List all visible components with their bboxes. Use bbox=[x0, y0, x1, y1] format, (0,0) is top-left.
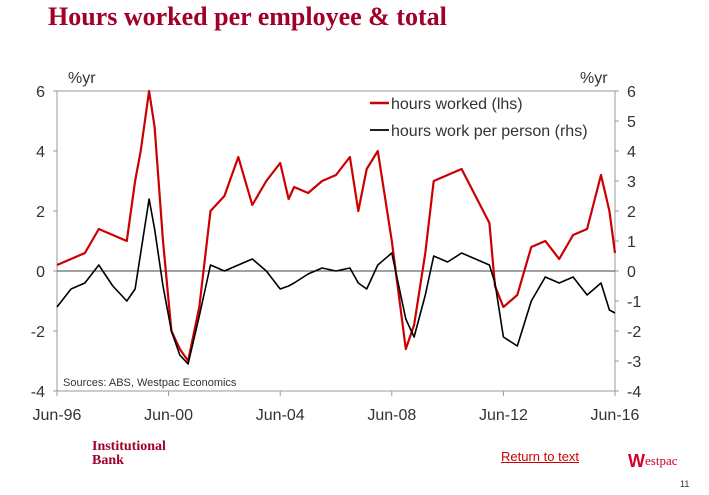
right-axis-unit: %yr bbox=[580, 70, 608, 87]
x-tick-label: Jun-16 bbox=[591, 407, 640, 424]
right-tick-label: 6 bbox=[627, 84, 636, 101]
right-tick-label: -2 bbox=[627, 324, 641, 341]
hours-per-person-line bbox=[56, 198, 616, 365]
left-tick-label: -4 bbox=[31, 384, 45, 401]
x-tick-label: Jun-00 bbox=[144, 407, 193, 424]
x-tick-label: Jun-08 bbox=[367, 407, 416, 424]
brand-line-2: Bank bbox=[92, 453, 124, 468]
source-note: Sources: ABS, Westpac Economics bbox=[63, 377, 237, 389]
right-tick-label: -3 bbox=[627, 354, 641, 371]
hours-worked-line bbox=[56, 89, 617, 363]
westpac-logo-text: estpac bbox=[645, 453, 678, 468]
return-to-text-link[interactable]: Return to text bbox=[501, 449, 580, 464]
x-tick-label: Jun-12 bbox=[479, 407, 528, 424]
westpac-logo: W estpac bbox=[628, 452, 677, 470]
legend-label: hours work per person (rhs) bbox=[391, 123, 588, 140]
left-tick-label: 4 bbox=[36, 144, 45, 161]
right-tick-label: 4 bbox=[627, 144, 636, 161]
series-lines bbox=[56, 89, 617, 365]
slide-title: Hours worked per employee & total bbox=[48, 2, 447, 31]
institutional-bank-brand: Institutional Bank bbox=[92, 440, 166, 468]
right-tick-label: 3 bbox=[627, 174, 636, 191]
legend-label: hours worked (lhs) bbox=[391, 96, 523, 113]
x-tick-label: Jun-96 bbox=[33, 407, 82, 424]
right-tick-label: 2 bbox=[627, 204, 636, 221]
right-tick-label: 1 bbox=[627, 234, 636, 251]
right-tick-label: 5 bbox=[627, 114, 636, 131]
page-number: 11 bbox=[680, 479, 690, 489]
left-tick-label: 0 bbox=[36, 264, 45, 281]
left-axis-unit: %yr bbox=[68, 70, 96, 87]
x-tick-label: Jun-04 bbox=[256, 407, 305, 424]
left-tick-label: -2 bbox=[31, 324, 45, 341]
right-tick-label: 0 bbox=[627, 264, 636, 281]
left-tick-label: 6 bbox=[36, 84, 45, 101]
right-tick-label: -4 bbox=[627, 384, 641, 401]
axes: -4 -2 0 2 4 6 -4 -3 -2 -1 0 1 2 3 4 5 6 %yr %yr Jun-96 Jun-0… bbox=[31, 70, 642, 424]
brand-line-1: Institutional bbox=[92, 439, 166, 454]
right-tick-label: -1 bbox=[627, 294, 641, 311]
left-tick-label: 2 bbox=[36, 204, 45, 221]
westpac-w-icon: W bbox=[628, 451, 645, 471]
legend: hours worked (lhs) hours work per person … bbox=[370, 96, 588, 140]
